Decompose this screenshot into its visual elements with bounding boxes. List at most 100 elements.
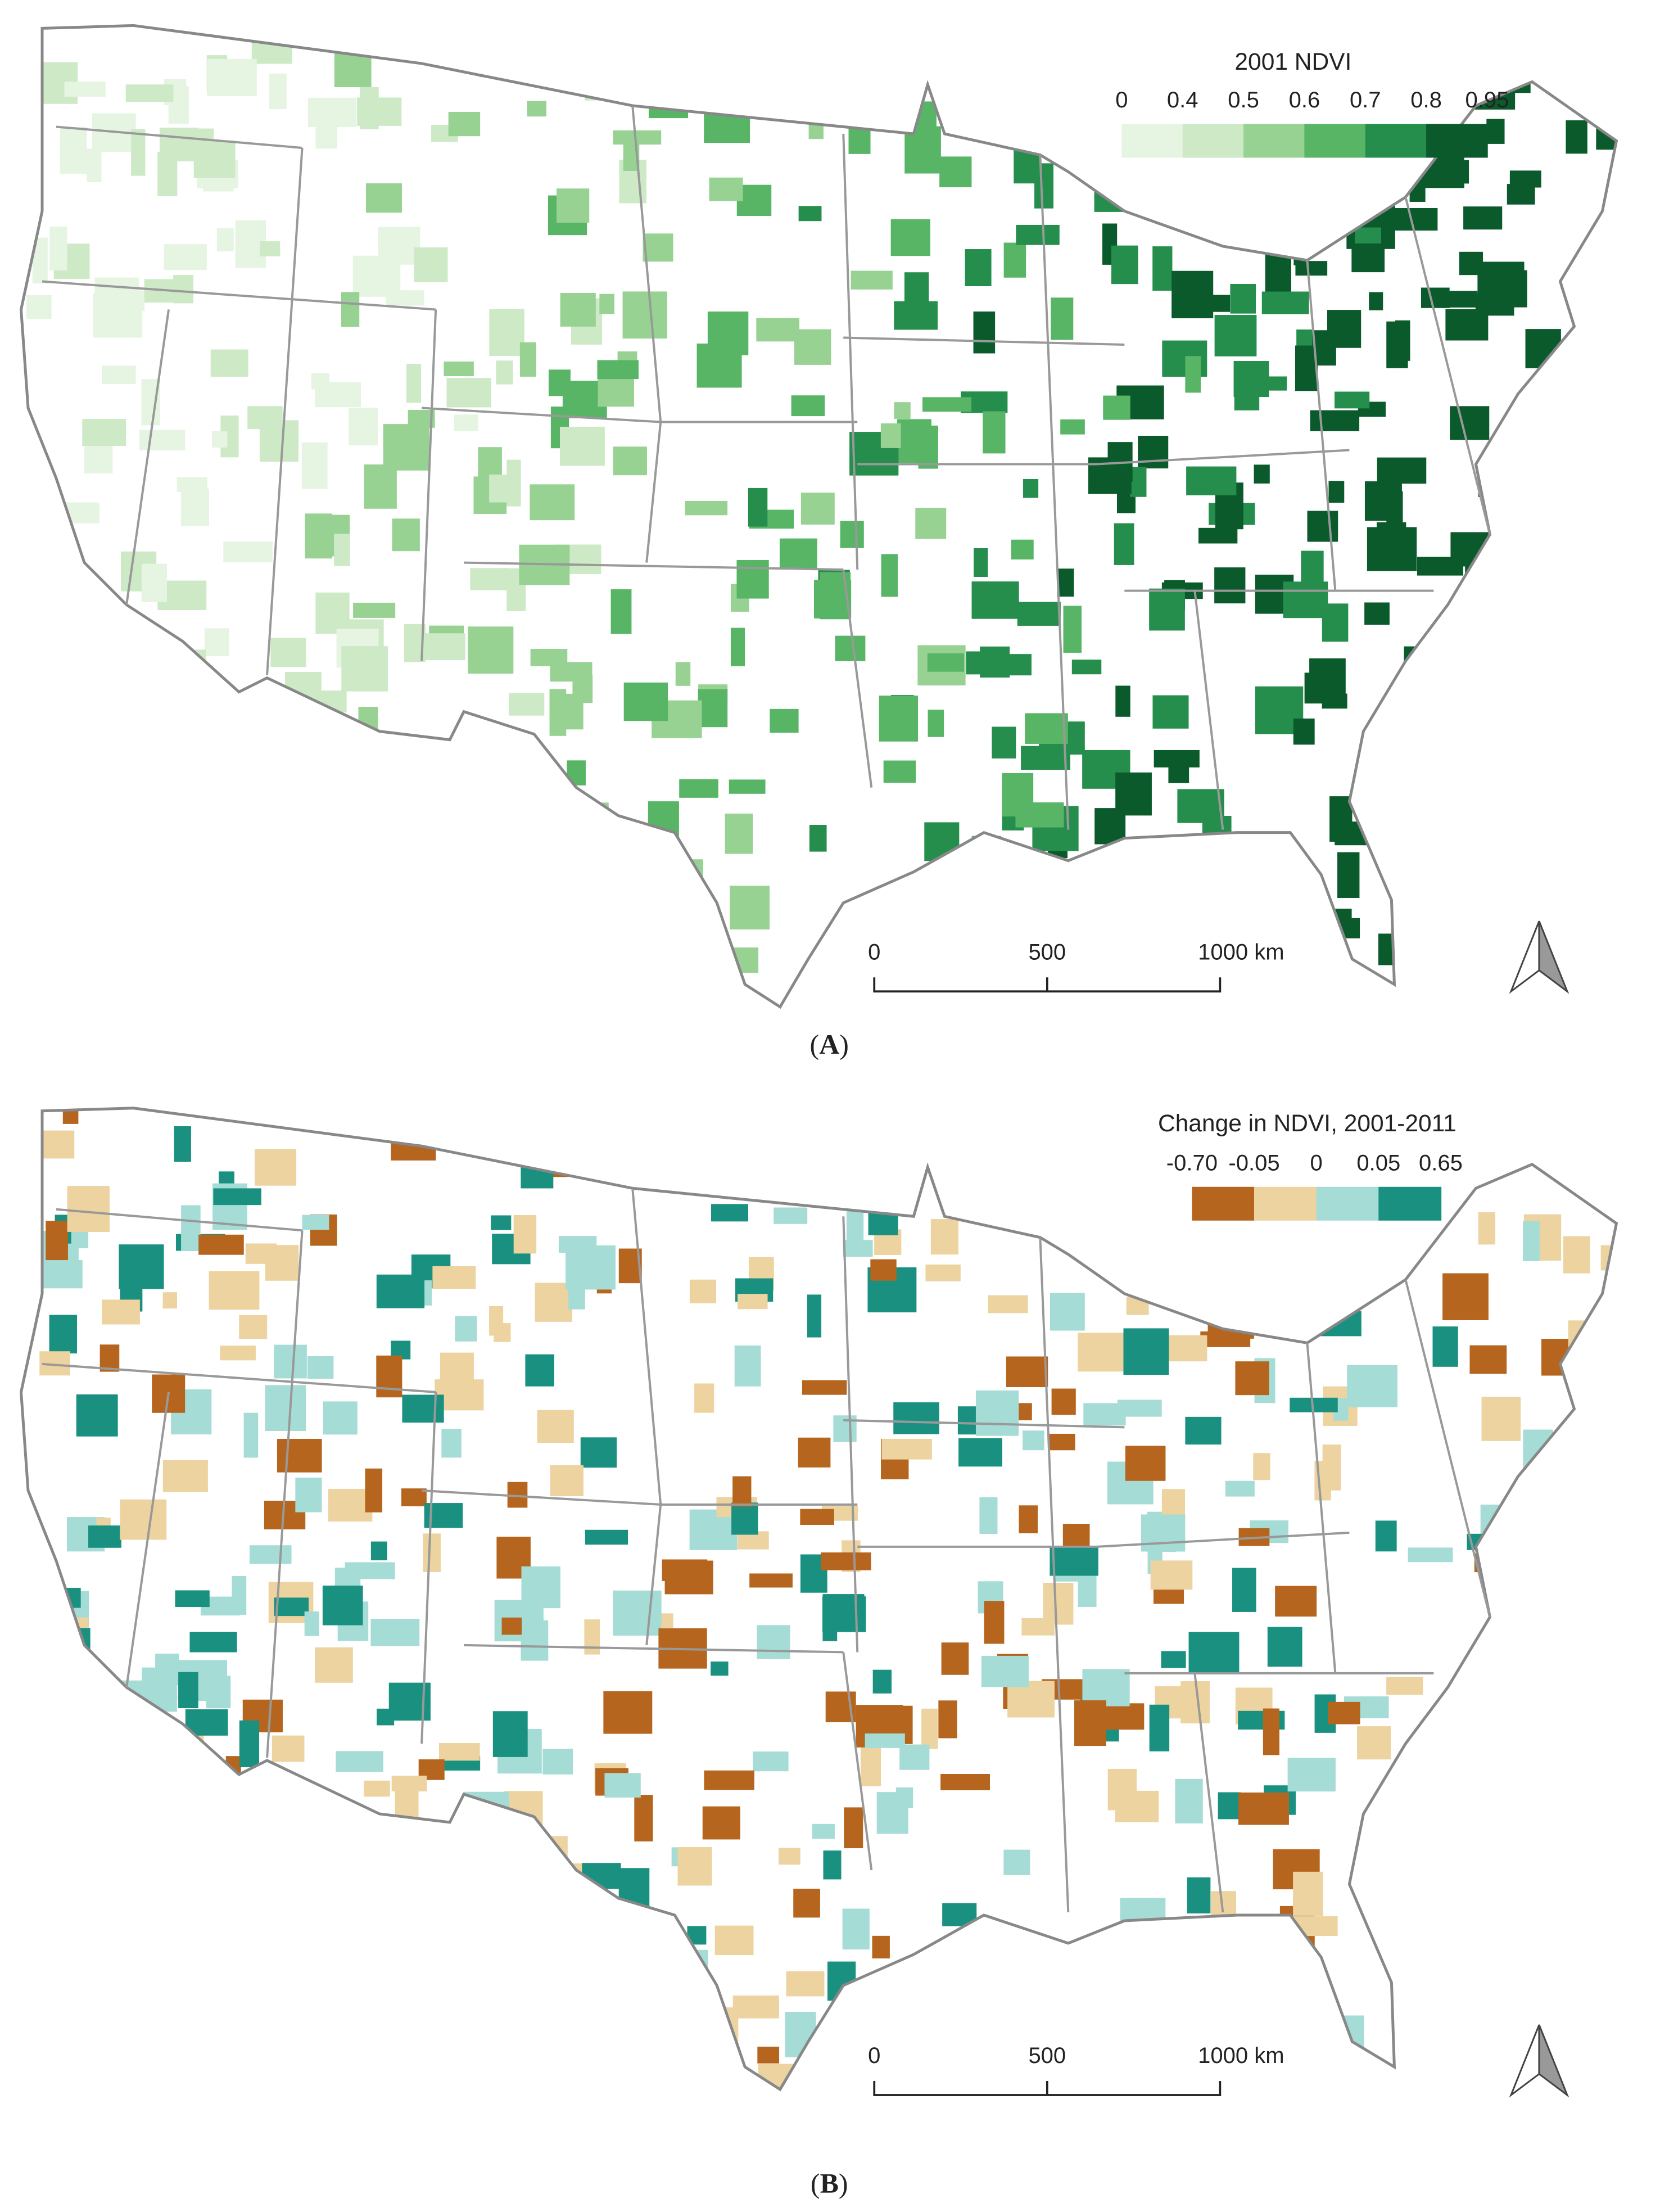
county [901,421,930,463]
county [1287,1758,1336,1792]
county [119,1244,164,1289]
county [1523,1221,1540,1261]
county [1490,742,1508,777]
county [1609,2076,1617,2090]
county [52,967,99,985]
county [823,1850,842,1880]
county [584,1619,600,1655]
county [1082,1669,1130,1707]
county [99,1344,120,1372]
county [1409,1976,1426,2012]
county [305,513,333,559]
county [295,961,322,982]
county [84,445,113,474]
county [245,1243,277,1264]
county [216,228,234,252]
county [1328,481,1345,503]
legend-title: 2001 NDVI [1234,49,1351,75]
county [711,1204,749,1222]
county [981,1655,1029,1687]
county [1369,292,1383,310]
county [925,1264,961,1281]
county [501,1617,522,1635]
county [36,986,84,1007]
legend-tick-label: 0.4 [1167,88,1198,112]
county [590,819,628,855]
county [791,395,825,417]
county [99,1726,122,1772]
county [748,487,768,527]
county [1579,1843,1608,1877]
county [1510,1780,1557,1809]
county [1016,224,1060,245]
county [570,890,619,931]
county [1138,435,1169,469]
county [223,541,273,563]
county [1063,606,1082,653]
county [102,1299,140,1325]
county [921,1708,938,1749]
county [383,424,429,471]
county [395,1790,419,1835]
county [1408,1547,1453,1563]
county [1343,1005,1362,1007]
county [846,1194,864,1240]
county [24,843,66,869]
county [336,1751,383,1772]
county [197,128,214,169]
county [1536,1886,1573,1928]
county [1310,410,1360,431]
county [1573,1422,1617,1462]
county [854,1166,883,1203]
county [571,966,616,994]
county [685,500,728,516]
legend-swatch [1365,124,1427,158]
county [630,1132,665,1158]
county [1165,1335,1207,1362]
county [938,1700,957,1739]
county [1304,1978,1327,1998]
county [125,84,174,102]
county [493,2025,518,2064]
county [1561,900,1595,943]
county [1049,1433,1075,1451]
county [207,58,257,96]
county [974,548,988,577]
county [872,1935,890,1959]
county [76,1394,118,1437]
county [418,949,453,972]
county [1051,297,1074,340]
county [410,2020,431,2039]
county [231,2003,254,2047]
county [509,693,545,716]
county [610,589,632,634]
county [1115,685,1130,717]
county [212,431,228,448]
county [689,1279,716,1303]
county [360,1980,393,2014]
county [1451,1925,1480,1949]
county [478,1962,499,1988]
county [734,1345,761,1387]
county [1019,1135,1033,1161]
county [215,1962,237,1994]
county [1576,1764,1605,1808]
county [1409,799,1455,820]
legend-title: Change in NDVI, 2001-2011 [1158,1110,1457,1137]
county [1404,646,1437,684]
county [1438,853,1471,900]
county [35,1587,81,1608]
county [1060,419,1085,435]
county [582,1863,621,1889]
county [1512,1934,1546,1971]
county [40,1260,83,1289]
county [881,554,898,597]
state-borders [42,1188,1491,1913]
county [608,2017,630,2043]
county [440,1352,474,1394]
county [193,1004,230,1007]
county [1184,295,1231,312]
county [1375,1520,1397,1552]
county [1518,1921,1563,1942]
